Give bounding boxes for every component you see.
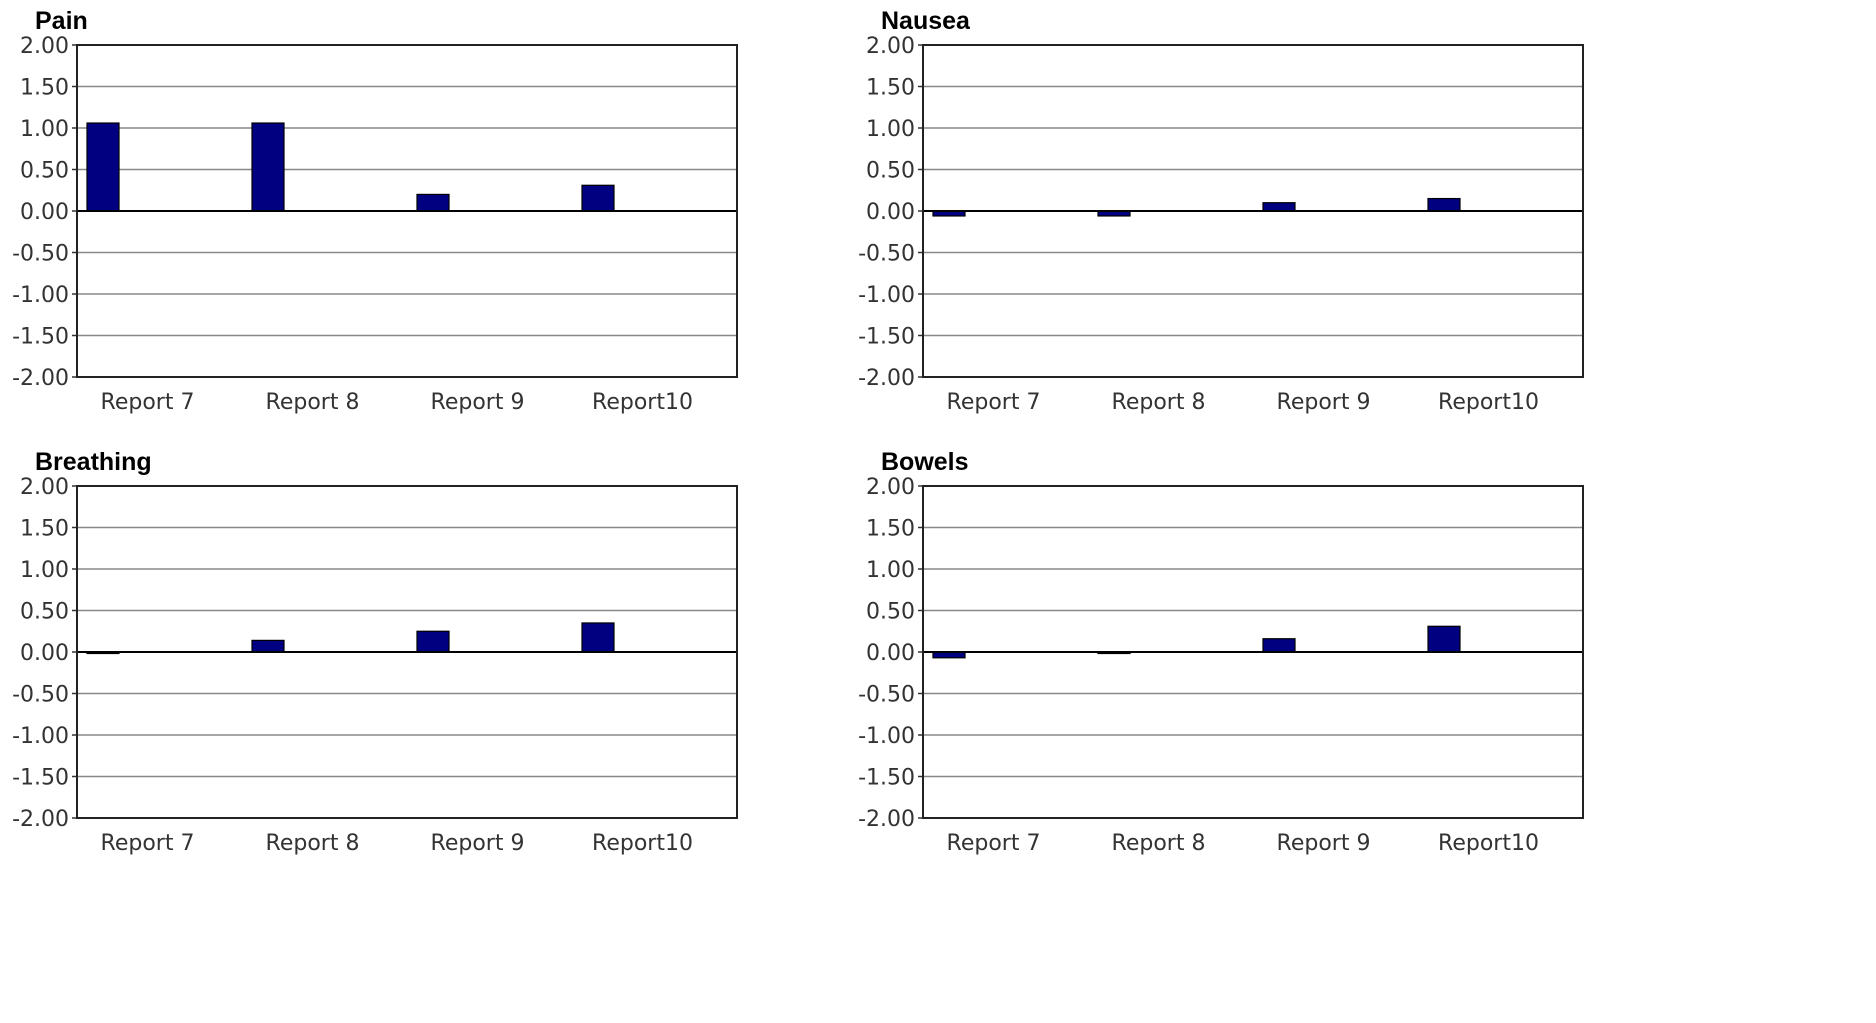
bar-chart-pain: 2.00 1.50 1.00 0.50 0.00 -0.50 -1.00 -1.50 -2.00… <box>12 34 738 415</box>
bar <box>1262 638 1296 653</box>
y-tick-label: 1.00 <box>866 558 915 583</box>
plot-frame <box>922 44 1584 378</box>
bar <box>251 122 285 212</box>
y-tick-label: -1.00 <box>858 283 915 308</box>
chart-title: Nausea <box>881 7 970 35</box>
bar <box>1427 197 1461 212</box>
y-tick-label: 1.00 <box>866 117 915 142</box>
x-category-label: Report10 <box>592 390 693 415</box>
chart-title: Bowels <box>881 448 969 476</box>
bar-chart-breathing: 2.00 1.50 1.00 0.50 0.00 -0.50 -1.00 -1.50 -2.00… <box>12 475 738 856</box>
y-tick-label: 2.00 <box>866 34 915 59</box>
y-tick-label: -0.50 <box>858 683 915 708</box>
y-tick-label: 0.50 <box>20 600 69 625</box>
bar <box>581 184 615 212</box>
y-tick-label: 2.00 <box>20 475 69 500</box>
x-category-label: Report 8 <box>266 390 360 415</box>
y-tick-label: 1.00 <box>20 558 69 583</box>
chart-panel-nausea: Nausea 2.00 1.50 1.00 0.50 0.00 -0.50 -1.00 -1.… <box>846 0 1776 510</box>
y-tick-label: 0.00 <box>866 200 915 225</box>
bar <box>416 193 450 212</box>
x-category-label: Report 7 <box>101 390 195 415</box>
x-category-label: Report 9 <box>431 831 525 856</box>
chart-title: Breathing <box>35 448 152 476</box>
y-tick-label: -1.50 <box>858 325 915 350</box>
y-tick-label: 0.50 <box>866 600 915 625</box>
y-tick-label: -2.00 <box>858 807 915 832</box>
plot-frame <box>76 44 738 378</box>
bar-chart-bowels: 2.00 1.50 1.00 0.50 0.00 -0.50 -1.00 -1.50 -2.00… <box>858 475 1584 856</box>
plot-frame <box>76 485 738 819</box>
y-tick-label: 2.00 <box>20 34 69 59</box>
y-tick-label: 1.50 <box>866 517 915 542</box>
chart-panel-bowels: Bowels 2.00 1.50 1.00 0.50 0.00 -0.50 -1.00 -1.… <box>846 441 1776 951</box>
x-category-label: Report10 <box>1438 831 1539 856</box>
y-tick-label: 0.50 <box>20 159 69 184</box>
bar <box>86 122 120 212</box>
x-category-label: Report 7 <box>101 831 195 856</box>
x-category-label: Report 8 <box>1112 390 1206 415</box>
y-tick-label: 0.00 <box>20 641 69 666</box>
y-tick-label: -1.50 <box>858 766 915 791</box>
y-tick-label: -0.50 <box>12 683 69 708</box>
y-tick-label: -1.00 <box>12 283 69 308</box>
y-tick-label: -2.00 <box>858 366 915 391</box>
x-category-label: Report10 <box>1438 390 1539 415</box>
bar <box>1427 625 1461 653</box>
chart-panel-breathing: Breathing 2.00 1.50 1.00 0.50 0.00 -0.50 -1.00… <box>0 441 930 951</box>
y-tick-label: -1.00 <box>12 724 69 749</box>
x-category-label: Report 8 <box>1112 831 1206 856</box>
bar <box>416 630 450 653</box>
x-category-label: Report 9 <box>1277 831 1371 856</box>
x-category-label: Report 8 <box>266 831 360 856</box>
y-tick-label: 1.50 <box>866 76 915 101</box>
y-tick-label: 2.00 <box>866 475 915 500</box>
y-tick-label: -0.50 <box>12 242 69 267</box>
y-tick-label: -1.50 <box>12 325 69 350</box>
y-tick-label: -1.50 <box>12 766 69 791</box>
chart-panel-pain: Pain 2.00 1.50 1.00 0.50 0.00 -0.50 -1.00 -1.50… <box>0 0 930 510</box>
y-tick-label: 1.50 <box>20 517 69 542</box>
plot-frame <box>922 485 1584 819</box>
y-tick-label: -1.00 <box>858 724 915 749</box>
x-category-label: Report10 <box>592 831 693 856</box>
x-category-label: Report 9 <box>1277 390 1371 415</box>
bar <box>1262 202 1296 212</box>
y-tick-label: -0.50 <box>858 242 915 267</box>
bar <box>251 639 285 653</box>
y-tick-label: 1.50 <box>20 76 69 101</box>
y-tick-label: 0.00 <box>866 641 915 666</box>
y-tick-label: -2.00 <box>12 366 69 391</box>
chart-title: Pain <box>35 7 88 35</box>
x-category-label: Report 9 <box>431 390 525 415</box>
y-tick-label: 0.50 <box>866 159 915 184</box>
bar-chart-nausea: 2.00 1.50 1.00 0.50 0.00 -0.50 -1.00 -1.50 -2.00… <box>858 34 1584 415</box>
x-category-label: Report 7 <box>947 390 1041 415</box>
y-tick-label: 0.00 <box>20 200 69 225</box>
y-tick-label: 1.00 <box>20 117 69 142</box>
y-tick-label: -2.00 <box>12 807 69 832</box>
x-category-label: Report 7 <box>947 831 1041 856</box>
bar <box>581 622 615 653</box>
